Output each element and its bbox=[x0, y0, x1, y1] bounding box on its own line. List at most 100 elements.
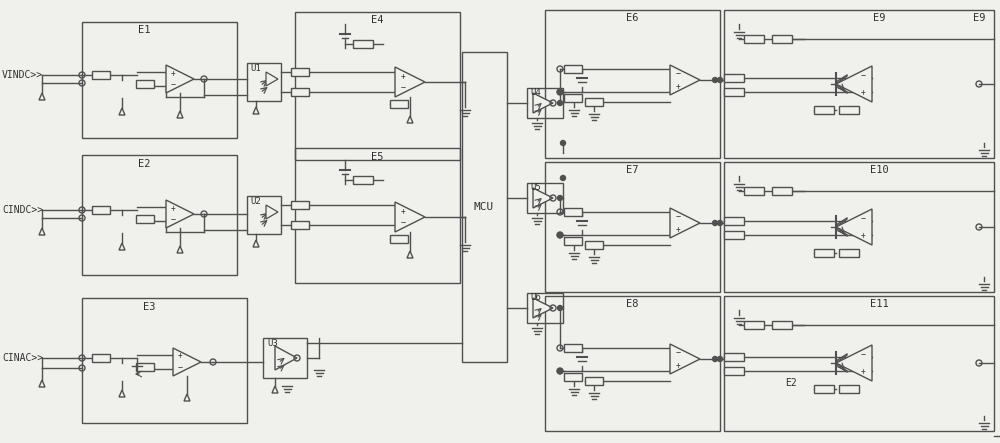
Bar bbox=[82, 155, 237, 275]
Circle shape bbox=[560, 175, 566, 180]
Polygon shape bbox=[670, 65, 700, 95]
Text: +: + bbox=[861, 230, 865, 240]
Text: E8: E8 bbox=[626, 299, 638, 309]
Bar bbox=[291, 88, 309, 96]
Bar bbox=[136, 215, 154, 223]
Text: CINDC>>: CINDC>> bbox=[2, 205, 43, 215]
Circle shape bbox=[558, 306, 562, 311]
Bar bbox=[353, 176, 373, 184]
Text: E11: E11 bbox=[870, 299, 888, 309]
Bar bbox=[724, 162, 994, 292]
Bar bbox=[724, 88, 744, 96]
Bar bbox=[744, 321, 764, 329]
Bar bbox=[564, 94, 582, 102]
Text: −: − bbox=[860, 350, 866, 360]
Bar bbox=[724, 367, 744, 375]
Text: E2: E2 bbox=[785, 378, 797, 388]
Bar bbox=[724, 231, 744, 239]
Bar bbox=[772, 35, 792, 43]
Bar bbox=[564, 373, 582, 381]
Text: −: − bbox=[860, 214, 866, 224]
Text: +: + bbox=[861, 366, 865, 376]
Text: +: + bbox=[401, 206, 405, 215]
Bar bbox=[724, 217, 744, 225]
Text: +: + bbox=[861, 88, 865, 97]
Polygon shape bbox=[836, 209, 872, 245]
Bar bbox=[564, 344, 582, 352]
Text: +: + bbox=[171, 203, 175, 213]
Text: E6: E6 bbox=[626, 13, 638, 23]
Text: −: − bbox=[400, 218, 406, 228]
Bar bbox=[247, 63, 281, 101]
Bar bbox=[839, 385, 859, 393]
Bar bbox=[92, 71, 110, 79]
Text: U1: U1 bbox=[250, 63, 261, 73]
Text: E4: E4 bbox=[371, 15, 383, 25]
Bar bbox=[564, 65, 582, 73]
Bar bbox=[545, 296, 720, 431]
Text: E7: E7 bbox=[626, 165, 638, 175]
Polygon shape bbox=[166, 200, 194, 228]
Bar bbox=[772, 321, 792, 329]
Bar bbox=[585, 241, 603, 249]
Bar bbox=[839, 249, 859, 257]
Text: E2: E2 bbox=[138, 159, 150, 169]
Text: E9: E9 bbox=[973, 13, 985, 23]
Bar bbox=[295, 148, 460, 283]
Bar bbox=[564, 237, 582, 245]
Bar bbox=[82, 298, 247, 423]
Circle shape bbox=[558, 89, 562, 94]
Bar bbox=[136, 80, 154, 88]
Bar bbox=[527, 183, 563, 213]
Bar bbox=[247, 196, 281, 234]
Text: −: − bbox=[170, 81, 176, 89]
Text: E1: E1 bbox=[138, 25, 150, 35]
Bar bbox=[390, 100, 408, 108]
Text: +: + bbox=[676, 225, 680, 233]
Bar bbox=[295, 12, 460, 160]
Bar bbox=[527, 293, 563, 323]
Bar bbox=[814, 249, 834, 257]
Circle shape bbox=[718, 78, 722, 82]
Text: −: − bbox=[676, 349, 680, 358]
Text: U3: U3 bbox=[267, 338, 278, 347]
Polygon shape bbox=[670, 208, 700, 238]
Polygon shape bbox=[533, 93, 553, 113]
Bar bbox=[839, 106, 859, 114]
Polygon shape bbox=[166, 65, 194, 93]
Text: U6: U6 bbox=[530, 292, 541, 302]
Bar bbox=[744, 35, 764, 43]
Bar bbox=[353, 40, 373, 48]
Text: E5: E5 bbox=[371, 152, 383, 162]
Polygon shape bbox=[275, 346, 297, 370]
Bar bbox=[564, 208, 582, 216]
Circle shape bbox=[558, 369, 562, 373]
Circle shape bbox=[558, 195, 562, 201]
Bar bbox=[724, 296, 994, 431]
Circle shape bbox=[718, 221, 722, 225]
Text: +: + bbox=[676, 361, 680, 369]
Polygon shape bbox=[533, 298, 553, 318]
Text: −: − bbox=[170, 215, 176, 225]
Text: −: − bbox=[400, 83, 406, 93]
Bar bbox=[462, 52, 507, 362]
Circle shape bbox=[560, 140, 566, 145]
Text: −: − bbox=[676, 213, 680, 222]
Polygon shape bbox=[836, 66, 872, 102]
Bar bbox=[527, 88, 563, 118]
Text: +: + bbox=[178, 351, 182, 361]
Bar bbox=[724, 74, 744, 82]
Circle shape bbox=[712, 221, 718, 225]
Text: +: + bbox=[676, 82, 680, 90]
Bar bbox=[390, 235, 408, 243]
Circle shape bbox=[712, 78, 718, 82]
Bar bbox=[814, 106, 834, 114]
Bar bbox=[82, 22, 237, 138]
Bar bbox=[814, 385, 834, 393]
Polygon shape bbox=[670, 344, 700, 374]
Text: −: − bbox=[676, 70, 680, 78]
Polygon shape bbox=[395, 67, 425, 97]
Polygon shape bbox=[266, 205, 278, 219]
Bar bbox=[545, 162, 720, 292]
Bar bbox=[291, 221, 309, 229]
